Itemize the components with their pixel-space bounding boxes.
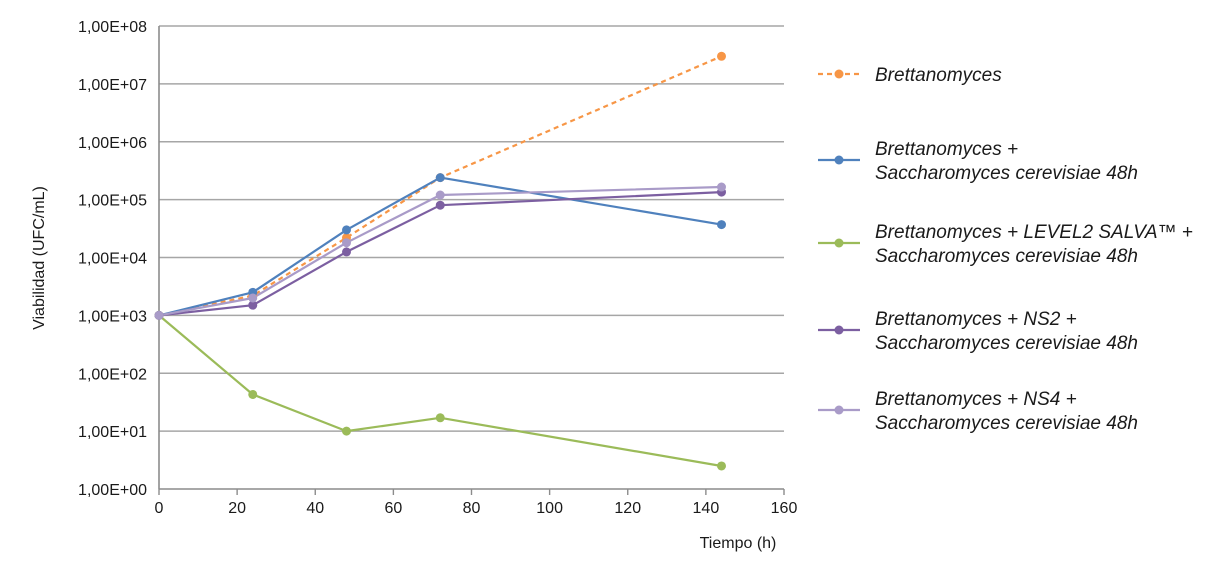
- legend-label: Brettanomyces + LEVEL2 SALVA™ +: [875, 222, 1193, 243]
- legend-swatch-marker: [834, 69, 844, 79]
- legend-swatch-marker: [834, 155, 844, 165]
- data-point-2: [248, 389, 258, 399]
- legend-label: Brettanomyces + NS2 +: [875, 309, 1077, 330]
- y-tick-label: 1,00E+04: [78, 251, 147, 268]
- x-tick-label: 20: [228, 500, 246, 517]
- legend-swatch-marker: [834, 405, 844, 415]
- y-tick-label: 1,00E+07: [78, 77, 147, 94]
- y-tick-label: 1,00E+01: [78, 424, 147, 441]
- y-tick-label: 1,00E+05: [78, 193, 147, 210]
- data-point-2: [717, 461, 726, 471]
- data-point-4: [717, 182, 726, 192]
- data-point-0: [717, 51, 726, 61]
- gridlines: [159, 25, 784, 432]
- x-tick-label: 80: [463, 500, 481, 517]
- legend-label: Brettanomyces +: [875, 139, 1018, 160]
- data-point-1: [342, 225, 351, 235]
- legend-label: Brettanomyces: [875, 65, 1002, 86]
- data-point-3: [435, 200, 445, 210]
- data-point-3: [342, 247, 351, 257]
- y-tick-label: 1,00E+08: [78, 19, 147, 36]
- x-tick-label: 100: [536, 500, 563, 517]
- data-point-1: [435, 173, 445, 183]
- x-tick-label: 0: [155, 500, 164, 517]
- data-point-4: [435, 190, 445, 200]
- y-tick-label: 1,00E+00: [78, 482, 147, 499]
- legend-swatch-marker: [834, 325, 844, 335]
- data-point-4: [248, 293, 258, 303]
- legend-label: Saccharomyces cerevisiae 48h: [875, 163, 1138, 184]
- series-line-0: [158, 55, 722, 317]
- data-point-3: [248, 300, 258, 310]
- data-point-1: [717, 220, 726, 230]
- series-line-2: [158, 314, 722, 468]
- x-tick-label: 40: [306, 500, 324, 517]
- data-point-2: [342, 426, 351, 436]
- legend: Brettanomyces Brettanomyces + Saccharomyce…: [818, 65, 1193, 434]
- legend-swatch-marker: [834, 238, 844, 248]
- x-axis-title: Tiempo (h): [700, 535, 777, 552]
- y-tick-label: 1,00E+02: [78, 366, 147, 383]
- data-point-2: [435, 413, 445, 423]
- y-tick-label: 1,00E+06: [78, 135, 147, 152]
- axes: 1,00E+00 1,00E+01 1,00E+02 1,00E+03 1,00E+04…: [78, 19, 797, 517]
- legend-label: Saccharomyces cerevisiae 48h: [875, 413, 1138, 434]
- legend-label: Saccharomyces cerevisiae 48h: [875, 246, 1138, 267]
- y-axis-title: Viabilidad (UFC/mL): [31, 186, 48, 330]
- data-point-4: [154, 310, 164, 320]
- legend-label: Saccharomyces cerevisiae 48h: [875, 333, 1138, 354]
- legend-label: Brettanomyces + NS4 +: [875, 389, 1077, 410]
- x-tick-label: 60: [384, 500, 402, 517]
- x-tick-label: 140: [693, 500, 720, 517]
- x-tick-label: 120: [614, 500, 641, 517]
- y-tick-label: 1,00E+03: [78, 308, 147, 325]
- series-lines: [158, 55, 722, 468]
- x-tick-label: 160: [771, 500, 798, 517]
- series-markers: [154, 51, 726, 471]
- data-point-4: [342, 238, 351, 248]
